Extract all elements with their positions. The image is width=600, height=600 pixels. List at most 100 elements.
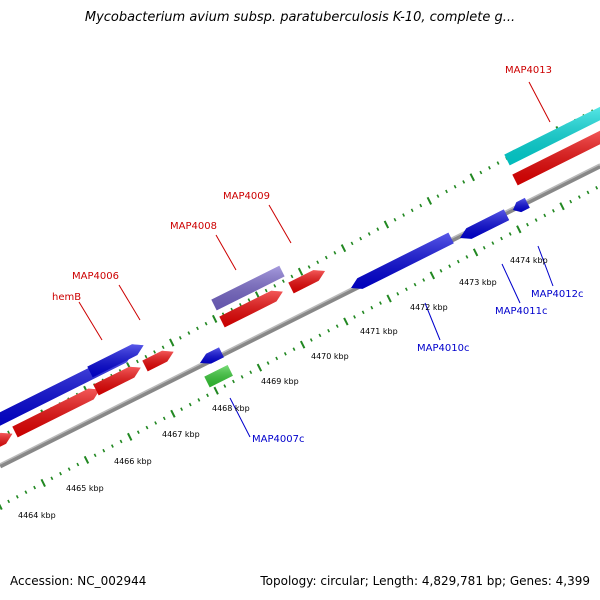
track-tick	[145, 425, 149, 430]
track-tick	[353, 315, 356, 319]
track-tick	[307, 265, 311, 269]
track-tick	[367, 232, 371, 236]
gene-MAP4011c-shade	[460, 209, 510, 239]
accession-text: Accession: NC_002944	[10, 574, 147, 588]
scale-label: 4468 kbp	[212, 404, 250, 413]
track-tick	[197, 398, 201, 402]
gene-label-MAP4008[interactable]: MAP4008	[170, 221, 217, 232]
track-tick	[577, 195, 581, 199]
lower-tick-track	[0, 186, 599, 511]
track-tick	[350, 241, 354, 246]
track-tick	[223, 384, 227, 388]
track-tick	[361, 310, 365, 315]
track-tick	[327, 328, 331, 333]
gene-label-MAP4013[interactable]: MAP4013	[505, 65, 552, 76]
gene-label-MAP4006[interactable]: MAP4006	[72, 271, 119, 282]
track-tick	[586, 190, 590, 195]
gene-block-blue-2-shade	[87, 344, 144, 378]
scale-label: 4465 kbp	[66, 484, 104, 493]
scale-label: 4464 kbp	[18, 511, 56, 520]
track-tick	[462, 180, 466, 184]
gene-MAP4010c-shade	[351, 232, 454, 289]
track-tick	[232, 379, 235, 384]
track-tick	[204, 321, 208, 326]
track-tick	[559, 202, 565, 211]
track-tick	[453, 184, 457, 189]
track-tick	[297, 267, 304, 276]
track-tick	[422, 278, 426, 282]
track-tick	[7, 430, 11, 435]
gene-label-MAP4011c[interactable]: MAP4011c	[495, 306, 547, 317]
track-tick	[178, 336, 182, 340]
gene-green-feature-shade	[204, 365, 233, 388]
gene-label-MAP4010c[interactable]: MAP4010c	[417, 343, 469, 354]
track-tick	[445, 189, 448, 194]
track-tick	[456, 259, 460, 264]
track-tick	[154, 421, 158, 425]
track-tick	[15, 494, 19, 499]
track-tick	[240, 375, 244, 379]
gene-feature-purple-shade	[211, 265, 285, 311]
track-tick	[40, 478, 46, 487]
track-tick	[316, 260, 320, 265]
gene-label-MAP4009[interactable]: MAP4009	[223, 191, 270, 202]
track-tick	[396, 292, 400, 296]
track-tick	[292, 347, 296, 351]
gene-block-red-5-shade	[219, 290, 283, 328]
track-tick	[102, 448, 106, 453]
track-tick	[448, 264, 452, 268]
scale-label: 4472 kbp	[410, 303, 448, 312]
track-tick	[543, 213, 547, 218]
track-tick	[59, 471, 62, 476]
track-tick	[516, 225, 522, 234]
gene-label-MAP4007c[interactable]: MAP4007c	[252, 434, 304, 445]
track-tick	[266, 361, 270, 365]
gene-label-hemB[interactable]: hemB	[52, 292, 81, 303]
genome-summary-text: Topology: circular; Length: 4,829,781 bp…	[260, 574, 590, 588]
gene-MAP4007c-shade	[200, 347, 224, 364]
track-tick	[472, 248, 479, 257]
track-tick	[127, 432, 133, 441]
track-tick	[340, 244, 347, 253]
track-tick	[386, 294, 392, 303]
track-tick	[110, 444, 114, 448]
track-tick	[383, 220, 390, 229]
gene-callouts: hemB MAP4006 MAP4008 MAP4009 MAP4013 MAP…	[52, 65, 583, 445]
track-tick	[283, 352, 287, 356]
track-tick	[273, 284, 277, 288]
track-tick	[33, 485, 37, 490]
track-tick	[213, 386, 219, 395]
track-tick	[508, 232, 512, 236]
track-tick	[136, 430, 140, 434]
track-tick	[153, 350, 156, 354]
track-tick	[482, 245, 486, 250]
track-tick	[479, 170, 483, 175]
gene-label-MAP4012c[interactable]: MAP4012c	[531, 289, 583, 300]
track-tick	[169, 338, 175, 347]
gene-feature-cyan-shade	[504, 106, 600, 166]
track-tick	[426, 196, 433, 205]
gene-block-red-2-shade	[12, 388, 100, 438]
track-tick	[264, 288, 268, 293]
track-tick	[119, 439, 123, 444]
track-tick	[376, 227, 380, 231]
track-tick	[135, 359, 139, 364]
track-tick	[0, 503, 3, 511]
track-tick	[488, 166, 491, 170]
track-tick	[211, 314, 218, 323]
track-tick	[404, 287, 408, 292]
track-tick	[324, 255, 328, 260]
gene-block-red-3-shade	[93, 366, 141, 396]
gene-block-red-7-shade	[512, 130, 600, 186]
track-tick	[196, 326, 199, 331]
track-tick	[170, 409, 176, 418]
track-tick	[379, 301, 382, 305]
track-tick	[256, 363, 263, 372]
track-tick	[299, 340, 306, 349]
track-tick	[335, 324, 339, 328]
map-title: Mycobacterium avium subsp. paratuberculo…	[84, 10, 516, 25]
track-tick	[551, 209, 555, 213]
track-tick	[318, 333, 322, 338]
track-tick	[465, 255, 469, 259]
